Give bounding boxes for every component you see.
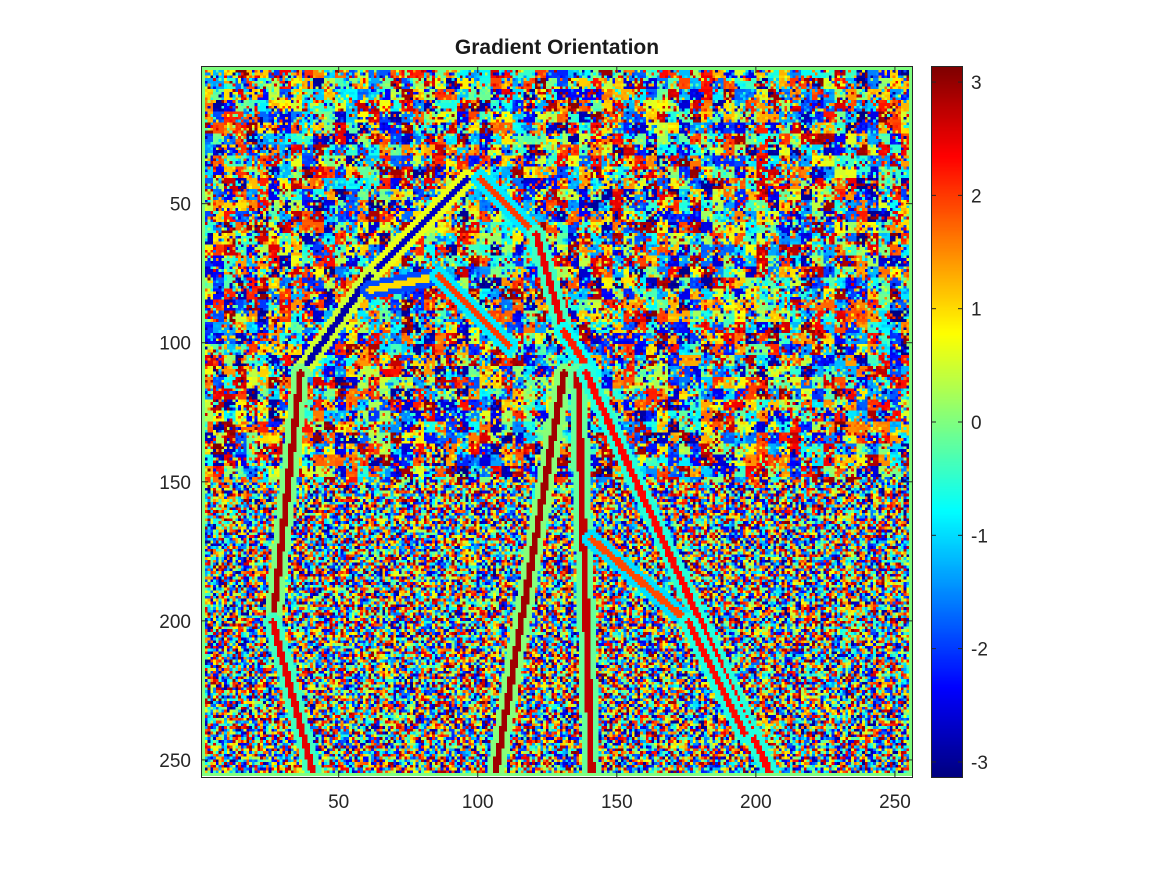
chart-title: Gradient Orientation	[454, 36, 660, 59]
y-tick-label: 150	[159, 473, 191, 494]
colorbar-tick-label: 1	[971, 300, 982, 321]
y-axis: 50 100 150 200 250	[159, 195, 913, 772]
x-axis: 50 100 150 200 250	[328, 66, 911, 813]
y-tick-label: 200	[159, 612, 191, 633]
heatmap-image	[202, 67, 912, 776]
colorbar-frame	[931, 66, 963, 778]
colorbar-tick-label: -1	[971, 526, 988, 547]
axes-frame	[201, 66, 913, 778]
colorbar-tick-label: -3	[971, 753, 988, 774]
x-tick-label: 150	[601, 792, 633, 813]
colorbar-gradient	[931, 66, 963, 778]
colorbar-tick-label: 3	[971, 73, 982, 94]
y-tick-label: 250	[159, 751, 191, 772]
colorbar-tick-label: 2	[971, 186, 982, 207]
x-tick-label: 250	[879, 792, 911, 813]
y-tick-label: 50	[170, 195, 191, 216]
colorbar-tick-label: 0	[971, 413, 982, 434]
colorbar: 3 2 1 0 -1 -2 -3	[931, 66, 988, 778]
colorbar-tick-label: -2	[971, 640, 988, 661]
x-tick-label: 200	[740, 792, 772, 813]
plot-frame	[201, 66, 913, 778]
x-tick-label: 100	[462, 792, 494, 813]
y-tick-label: 100	[159, 334, 191, 355]
x-tick-label: 50	[328, 792, 349, 813]
